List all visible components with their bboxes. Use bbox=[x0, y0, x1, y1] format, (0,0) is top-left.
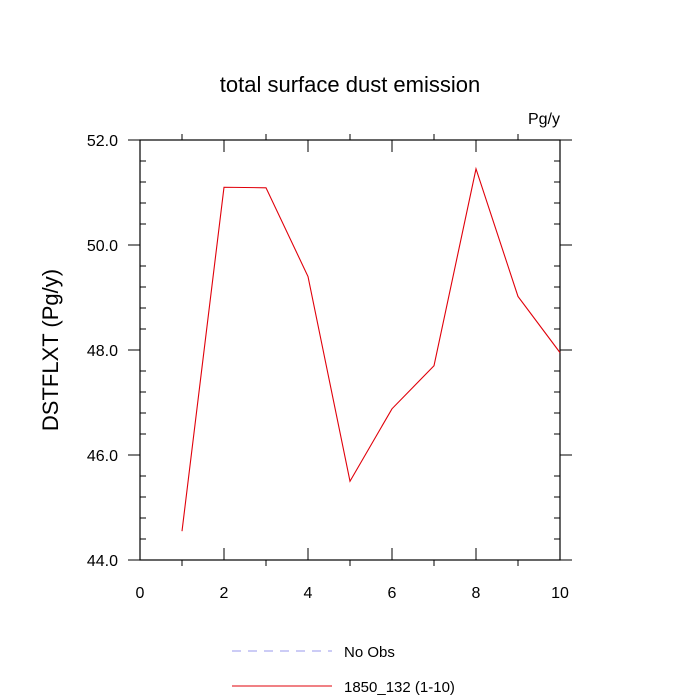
y-axis-label: DSTFLXT (Pg/y) bbox=[38, 269, 63, 431]
y-tick-label: 52.0 bbox=[87, 133, 118, 150]
axis-ticks: 0 2 4 6 8 10 44.0 46.0 48.0 50.0 52.0 bbox=[87, 133, 572, 602]
x-tick-label: 10 bbox=[551, 585, 569, 602]
chart-title: total surface dust emission bbox=[220, 72, 480, 97]
x-tick-label: 6 bbox=[388, 585, 397, 602]
units-label: Pg/y bbox=[528, 111, 560, 128]
x-tick-label: 4 bbox=[304, 585, 313, 602]
series-lines bbox=[181, 166, 561, 532]
x-tick-label: 8 bbox=[472, 585, 481, 602]
legend-label: 1850_132 (1-10) bbox=[344, 679, 455, 696]
y-tick-label: 44.0 bbox=[87, 553, 118, 570]
legend: No Obs 1850_132 (1-10) bbox=[232, 644, 455, 696]
x-tick-label: 0 bbox=[136, 585, 145, 602]
y-tick-label: 46.0 bbox=[87, 448, 118, 465]
legend-label: No Obs bbox=[344, 644, 395, 661]
y-tick-label: 48.0 bbox=[87, 343, 118, 360]
y-tick-label: 50.0 bbox=[87, 238, 118, 255]
plot-frame bbox=[139, 139, 561, 561]
series-line bbox=[181, 166, 561, 532]
x-tick-label: 2 bbox=[220, 585, 229, 602]
